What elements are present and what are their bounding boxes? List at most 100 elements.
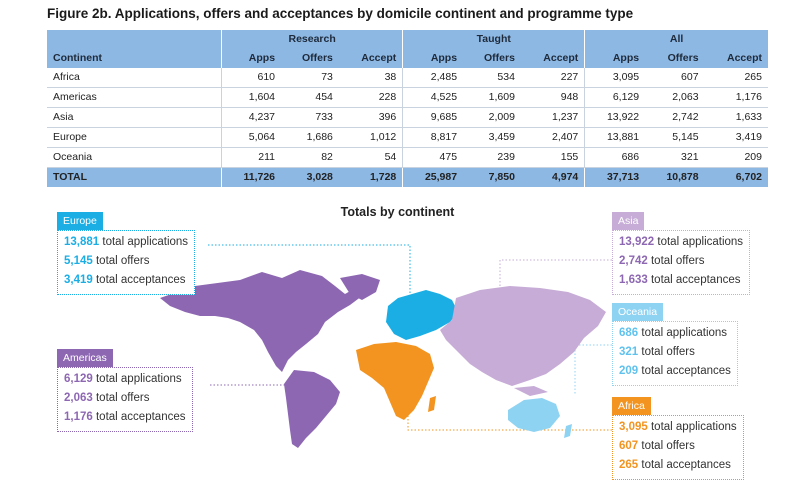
table-cell: 9,685: [402, 108, 464, 128]
africa-accept-label: total acceptances: [641, 459, 731, 471]
table-cell: 686: [584, 148, 646, 168]
table-cell: 228: [338, 88, 403, 108]
table-cell: 454: [281, 88, 339, 108]
europe-apps-line: 13,881 total applications: [64, 233, 188, 252]
col-header-taught-apps: Apps: [402, 48, 464, 68]
table-cell: 2,407: [520, 128, 585, 148]
north-america-shape: [160, 270, 362, 372]
table-cell: 209: [704, 148, 768, 168]
col-header-all-apps: Apps: [584, 48, 646, 68]
table-cell: 6,129: [584, 88, 646, 108]
col-header-taught-offers: Offers: [463, 48, 521, 68]
asia-leader-line: [499, 259, 612, 305]
americas-accept-line: 1,176 total acceptances: [64, 408, 186, 427]
europe-apps-value: 13,881: [64, 236, 100, 248]
americas-apps-label: total applications: [95, 373, 182, 385]
americas-apps-line: 6,129 total applications: [64, 370, 186, 389]
table-cell: 2,742: [645, 108, 705, 128]
table-row: Asia 4,237 733 396 9,685 2,009 1,237 13,922 2,74…: [47, 108, 768, 128]
oceania-accept-value: 209: [619, 365, 639, 377]
table-cell: 155: [520, 148, 585, 168]
table-cell: 227: [520, 68, 585, 88]
table-cell: 8,817: [402, 128, 464, 148]
table-cell: 948: [520, 88, 585, 108]
americas-accept-label: total acceptances: [95, 411, 186, 423]
table-cell: 4,974: [520, 168, 585, 187]
oceania-leader-line: [574, 344, 612, 395]
table-cell: 1,633: [704, 108, 768, 128]
callout-americas: Americas 6,129 total applications 2,063 …: [57, 348, 193, 432]
africa-offers-label: total offers: [641, 440, 695, 452]
table-cell: 607: [645, 68, 705, 88]
table-cell: 54: [338, 148, 403, 168]
col-header-continent: Continent: [47, 48, 221, 68]
oceania-offers-line: 321 total offers: [619, 343, 731, 362]
africa-accept-line: 265 total acceptances: [619, 456, 737, 475]
africa-offers-value: 607: [619, 440, 639, 452]
asia-accept-line: 1,633 total acceptances: [619, 271, 743, 290]
callout-asia-tag: Asia: [612, 212, 645, 230]
table-cell: 38: [338, 68, 403, 88]
table-cell: 534: [463, 68, 521, 88]
col-header-taught-accept: Accept: [520, 48, 585, 68]
europe-offers-line: 5,145 total offers: [64, 252, 188, 271]
asia-accept-value: 1,633: [619, 274, 648, 286]
asia-offers-label: total offers: [650, 255, 705, 267]
table-cell: 13,881: [584, 128, 646, 148]
table-cell: 37,713: [584, 168, 646, 187]
callout-europe: Europe 13,881 total applications 5,145 t…: [57, 211, 196, 295]
table-cell: 1,686: [281, 128, 339, 148]
asia-offers-value: 2,742: [619, 255, 648, 267]
group-header-research: Research: [221, 30, 403, 48]
row-label-cell: Africa: [47, 68, 221, 88]
callout-asia: Asia 13,922 total applications 2,742 tot…: [612, 211, 751, 295]
asia-accept-label: total acceptances: [650, 274, 741, 286]
table-cell: 265: [704, 68, 768, 88]
asia-shape: [440, 286, 606, 386]
australia-shape: [508, 398, 560, 432]
africa-apps-label: total applications: [650, 421, 737, 433]
figure-title: Figure 2b. Applications, offers and acce…: [47, 6, 634, 21]
europe-accept-label: total acceptances: [95, 274, 186, 286]
table-body: Africa 610 73 38 2,485 534 227 3,095 607 265 Ameri…: [47, 68, 768, 187]
table-cell: 733: [281, 108, 339, 128]
callout-europe-box: 13,881 total applications 5,145 total of…: [57, 230, 196, 295]
africa-offers-line: 607 total offers: [619, 437, 737, 456]
table-cell: 2,485: [402, 68, 464, 88]
indonesia-shape: [514, 386, 548, 396]
table-cell: 6,702: [704, 168, 768, 187]
callout-americas-box: 6,129 total applications 2,063 total off…: [57, 367, 193, 432]
asia-offers-line: 2,742 total offers: [619, 252, 743, 271]
col-header-all-accept: Accept: [704, 48, 768, 68]
americas-accept-value: 1,176: [64, 411, 93, 423]
col-header-all-offers: Offers: [645, 48, 705, 68]
greenland-shape: [340, 274, 380, 300]
table-total-row: TOTAL 11,726 3,028 1,728 25,987 7,850 4,974 37,…: [47, 168, 768, 187]
callout-africa-box: 3,095 total applications 607 total offer…: [612, 415, 744, 480]
table-row: Europe 5,064 1,686 1,012 8,817 3,459 2,407 13,8…: [47, 128, 768, 148]
table-cell: 5,064: [221, 128, 282, 148]
oceania-apps-line: 686 total applications: [619, 324, 731, 343]
table-cell: 211: [221, 148, 282, 168]
table-cell: 11,726: [221, 168, 282, 187]
africa-accept-value: 265: [619, 459, 639, 471]
europe-apps-label: total applications: [102, 236, 189, 248]
americas-offers-line: 2,063 total offers: [64, 389, 186, 408]
south-america-shape: [284, 370, 340, 448]
oceania-offers-value: 321: [619, 346, 639, 358]
header-blank: [47, 30, 221, 48]
table-cell: 25,987: [402, 168, 464, 187]
table-cell: 396: [338, 108, 403, 128]
oceania-offers-label: total offers: [641, 346, 695, 358]
europe-offers-label: total offers: [95, 255, 150, 267]
table-row: Oceania 211 82 54 475 239 155 686 321 209: [47, 148, 768, 168]
table-cell: 4,525: [402, 88, 464, 108]
table-cell: 1,609: [463, 88, 521, 108]
table-cell: 3,028: [281, 168, 339, 187]
table-cell: 13,922: [584, 108, 646, 128]
table-cell: 475: [402, 148, 464, 168]
table-cell: 73: [281, 68, 339, 88]
table-cell: 239: [463, 148, 521, 168]
row-label-cell: Americas: [47, 88, 221, 108]
table-cell: 1,604: [221, 88, 282, 108]
